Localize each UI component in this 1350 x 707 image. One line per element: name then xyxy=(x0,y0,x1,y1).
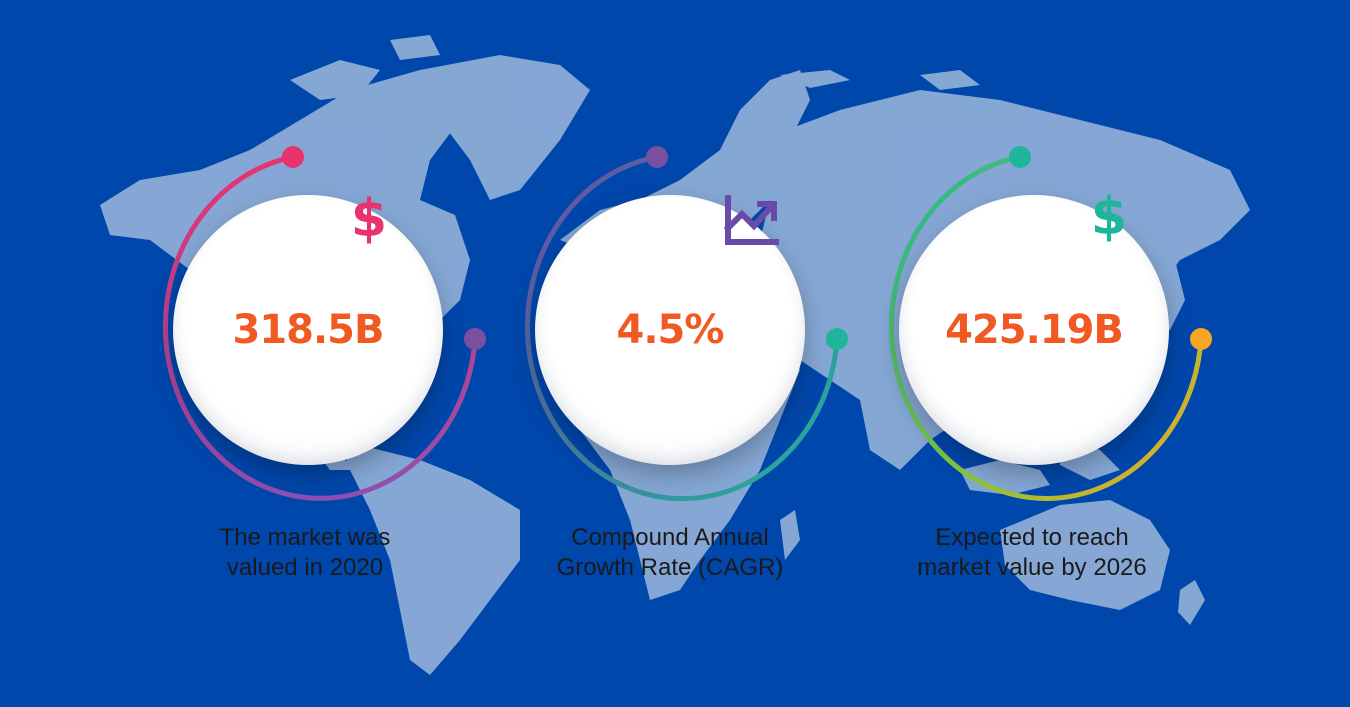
stat-caption: Compound Annual Growth Rate (CAGR) xyxy=(520,523,820,583)
progress-ring xyxy=(888,146,1212,501)
caption-line: Expected to reach xyxy=(935,524,1129,551)
progress-ring xyxy=(524,146,848,502)
caption-line: The market was xyxy=(219,524,391,551)
stat-value: 318.5B xyxy=(232,307,384,353)
stat-caption: The market was valued in 2020 xyxy=(155,523,455,583)
greenland-shape xyxy=(420,55,590,200)
arc-end-dot xyxy=(826,328,848,350)
progress-ring xyxy=(162,146,486,501)
dollar-icon: $ xyxy=(1091,187,1127,242)
caption-line: Growth Rate (CAGR) xyxy=(556,554,784,581)
stat-cagr: 4.5% xyxy=(480,140,860,520)
stat-disc xyxy=(173,195,443,465)
stat-value: 425.19B xyxy=(945,307,1124,353)
caption-line: market value by 2026 xyxy=(917,554,1147,581)
arc-end-dot xyxy=(464,328,486,350)
stat-market-value-2020: 318.5B $ xyxy=(118,140,498,520)
stat-market-value-2026: 425.19B $ xyxy=(844,140,1224,520)
caption-line: valued in 2020 xyxy=(226,554,384,581)
arc-start-dot xyxy=(282,146,304,168)
dollar-icon: $ xyxy=(351,189,387,244)
stat-disc xyxy=(899,195,1169,465)
svg-text:$: $ xyxy=(351,189,387,244)
stat-caption: Expected to reach market value by 2026 xyxy=(882,523,1182,583)
arc-end-dot xyxy=(1190,328,1212,350)
stat-value: 4.5% xyxy=(616,307,725,353)
trend-chart-icon xyxy=(724,195,779,245)
arc-start-dot xyxy=(1009,146,1031,168)
caption-line: Compound Annual xyxy=(571,524,769,551)
svg-text:$: $ xyxy=(1091,187,1127,242)
arc-start-dot xyxy=(646,146,668,168)
australia-shape xyxy=(1000,500,1170,610)
south-america-shape xyxy=(340,440,520,675)
